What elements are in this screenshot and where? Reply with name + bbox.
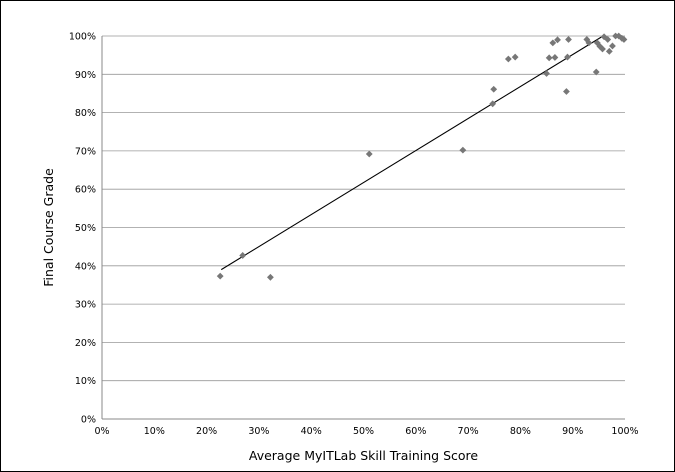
data-point <box>564 53 571 61</box>
x-tick-label: 0% <box>94 426 109 437</box>
y-tick-label: 90% <box>75 70 96 81</box>
x-tick-label: 60% <box>405 426 426 437</box>
x-tick-label: 40% <box>301 426 322 437</box>
trendline-group <box>220 35 604 271</box>
x-tick-label: 100% <box>611 426 638 437</box>
axes <box>101 36 625 420</box>
x-tick-label: 80% <box>510 426 531 437</box>
data-point <box>239 252 247 259</box>
y-tick-label: 20% <box>75 338 96 349</box>
x-tick-label: 90% <box>562 426 583 437</box>
data-point <box>267 273 274 281</box>
data-point <box>620 36 628 43</box>
y-tick-label: 70% <box>75 146 96 157</box>
data-point <box>216 272 224 280</box>
data-point <box>490 85 498 93</box>
data-point <box>511 53 519 61</box>
y-tick-labels: 0% 10% 20% 30% 40% 50% 60% 70% 80% 90% 100% <box>69 32 96 426</box>
y-tick-label: 30% <box>75 300 96 311</box>
trendline <box>220 35 604 271</box>
data-point <box>605 47 613 55</box>
x-tick-label: 30% <box>248 426 269 437</box>
data-point <box>549 39 557 47</box>
y-tick-label: 10% <box>75 376 96 387</box>
data-point <box>592 68 600 76</box>
x-axis-title: Average MyITLab Skill Training Score <box>249 448 479 463</box>
gridlines <box>102 35 625 382</box>
data-point <box>585 39 593 47</box>
y-tick-label: 40% <box>75 261 96 272</box>
data-point <box>565 36 572 43</box>
data-points <box>216 32 628 281</box>
data-point <box>563 88 570 95</box>
x-tick-label: 10% <box>144 426 165 437</box>
data-point <box>459 146 467 154</box>
y-axis-title: Final Course Grade <box>41 168 56 287</box>
x-tick-labels: 0% 10% 20% 30% 40% 50% 60% 70% 80% 90% 100% <box>94 426 638 437</box>
x-tick-label: 50% <box>353 426 374 437</box>
data-point <box>609 42 616 50</box>
data-point <box>599 45 606 53</box>
x-tick-label: 70% <box>458 426 479 437</box>
data-point <box>543 70 550 77</box>
y-tick-label: 0% <box>81 415 96 426</box>
x-tick-label: 20% <box>196 426 217 437</box>
data-point <box>365 150 373 158</box>
y-tick-label: 60% <box>75 185 96 196</box>
data-point <box>545 54 553 62</box>
data-point <box>489 100 497 108</box>
y-tick-label: 100% <box>69 32 96 43</box>
data-point <box>554 36 561 44</box>
y-tick-label: 50% <box>75 223 96 234</box>
data-point <box>604 36 612 43</box>
data-point <box>504 55 512 63</box>
data-point <box>551 54 559 61</box>
y-tick-label: 80% <box>75 108 96 119</box>
